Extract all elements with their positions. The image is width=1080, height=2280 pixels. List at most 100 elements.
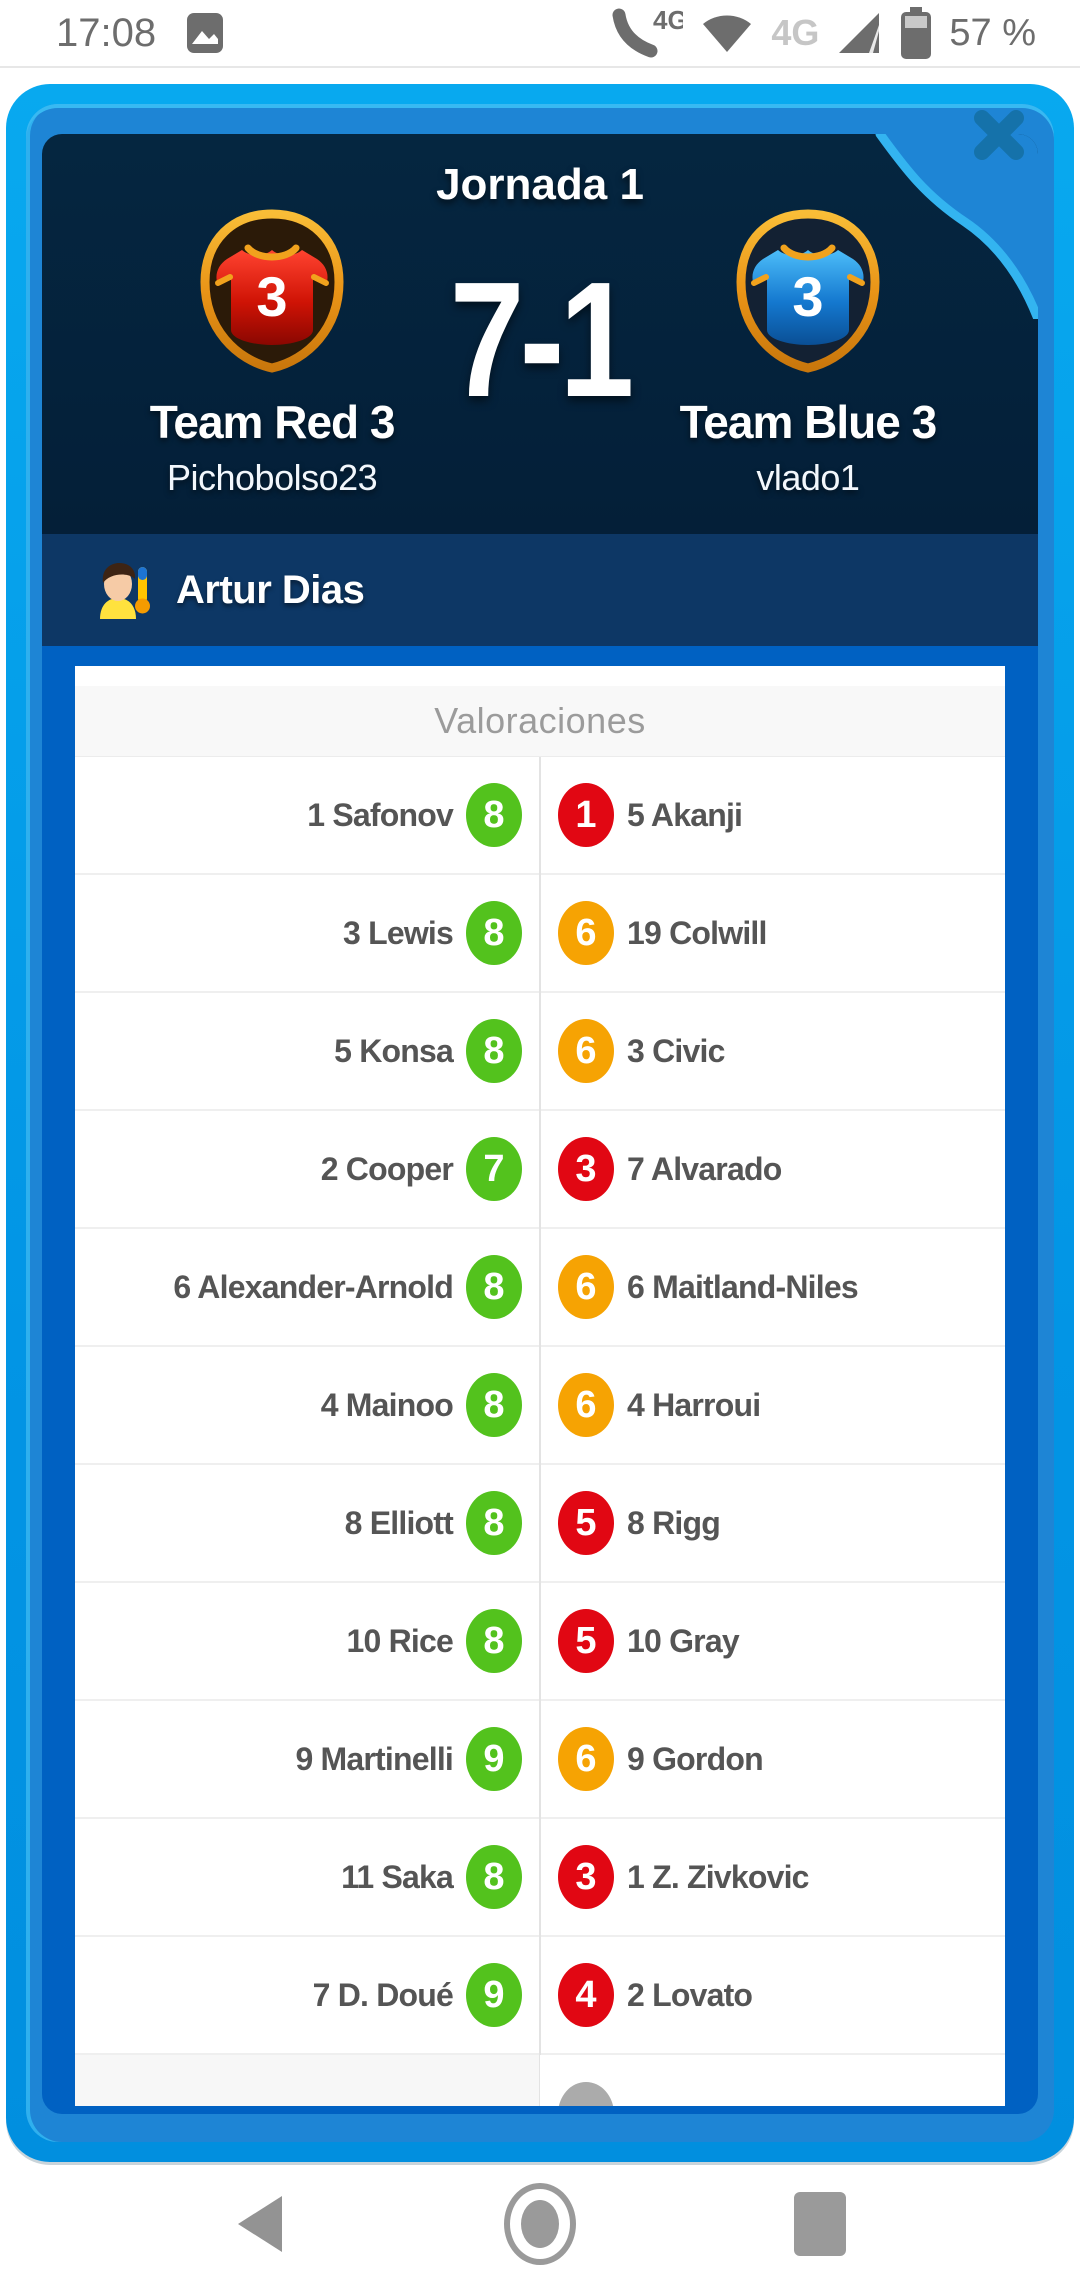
away-rating-badge: 6 [558,1727,614,1791]
home-rating-badge: 8 [466,783,522,847]
rating-row: 8 Elliott 8 5 8 Rigg [75,1465,1005,1583]
home-player-label: 6 Alexander-Arnold [173,1268,453,1305]
away-rating-badge: 4 [558,1963,614,2027]
home-player-label: 10 Rice [346,1622,454,1659]
away-rating-badge: 6 [558,1255,614,1319]
rating-row: 2 Cooper 7 3 7 Alvarado [75,1111,1005,1229]
nav-recents-button[interactable] [775,2179,865,2269]
home-player-label: 4 Mainoo [320,1386,454,1423]
home-player-cell: 5 Konsa 8 [75,993,540,1109]
away-rating-badge: 5 [558,1491,614,1555]
rating-row: 11 Saka 8 3 1 Z. Zivkovic [75,1819,1005,1937]
nav-back-button[interactable] [215,2179,305,2269]
home-player-label: 8 Elliott [344,1504,454,1541]
away-player-label: 9 Gordon [627,1740,764,1777]
away-manager-name: vlado1 [756,457,860,498]
away-player-cell: 6 19 Colwill [540,875,1005,991]
modal-frame: Jornada 1 [26,104,1054,2142]
match-result-modal: Jornada 1 [6,84,1074,2162]
away-player-label: 7 Alvarado [627,1150,782,1187]
away-rating-badge: 6 [558,1019,614,1083]
away-player-cell: 4 2 Lovato [540,1937,1005,2053]
away-rating-badge: 3 [558,1137,614,1201]
home-player-label: 5 Konsa [334,1032,454,1069]
away-player-cell: 3 1 Z. Zivkovic [540,1819,1005,1935]
away-player-cell: 6 9 Gordon [540,1701,1005,1817]
home-player-cell: 8 Elliott 8 [75,1465,540,1581]
nav-home-button[interactable] [495,2179,585,2269]
round-title: Jornada 1 [436,160,644,209]
away-player-cell: 6 6 Maitland-Niles [540,1229,1005,1345]
rating-row: 10 Rice 8 5 10 Gray [75,1583,1005,1701]
home-rating-badge: 7 [466,1137,522,1201]
away-rating-badge: 6 [558,1373,614,1437]
away-team-block: 3 Team Blue 3 vlado1 [584,208,1032,499]
home-player-cell: 9 Martinelli 9 [75,1701,540,1817]
home-player-label: 9 Martinelli [295,1740,453,1777]
away-rating-badge: 5 [558,1609,614,1673]
away-rating-badge: 1 [558,783,614,847]
away-player-label: 4 Harroui [627,1386,761,1423]
ratings-section-title: Valoraciones [75,686,1005,757]
score-display: 7-1 [450,248,635,431]
wifi-icon [703,15,752,53]
home-rating-badge: 9 [466,1963,522,2027]
home-player-cell: 2 Cooper 7 [75,1111,540,1227]
away-player-label: 5 Akanji [627,796,743,833]
home-team-name: Team Red 3 [149,396,396,448]
ratings-section: Valoraciones 1 Safonov 8 1 5 Akanji 3 Le… [42,646,1038,2114]
ratings-card: Valoraciones 1 Safonov 8 1 5 Akanji 3 Le… [75,666,1005,2106]
home-rating-badge: 9 [466,1727,522,1791]
away-player-cell: 6 4 Harroui [540,1347,1005,1463]
gallery-notification-icon [187,13,224,53]
close-button[interactable] [968,104,1030,166]
away-jersey-icon: 3 [736,209,880,373]
away-player-cell: 1 5 Akanji [540,757,1005,873]
referee-row: Artur Dias [42,534,1038,646]
home-player-label: 7 D. Doué [312,1976,454,2013]
home-player-label: 3 Lewis [342,914,454,951]
away-player-cell: 3 7 Alvarado [540,1111,1005,1227]
rating-row-partial [75,2055,1005,2106]
away-player-label: 1 Z. Zivkovic [627,1858,809,1895]
home-team-block: 3 Team Red 3 Pichobolso23 [48,208,496,499]
away-player-cell: 5 10 Gray [540,1583,1005,1699]
away-player-cell: 6 3 Civic [540,993,1005,1109]
battery-icon [901,7,932,59]
home-rating-badge: 8 [466,1845,522,1909]
android-nav-bar [0,2168,1080,2280]
home-player-cell: 6 Alexander-Arnold 8 [75,1229,540,1345]
away-player-label: 6 Maitland-Niles [627,1268,859,1305]
status-icons: 4G 4G 57 % [611,6,1036,60]
home-player-label: 1 Safonov [307,796,454,833]
svg-text:4G: 4G [653,7,683,35]
rating-row: 5 Konsa 8 6 3 Civic [75,993,1005,1111]
home-player-cell [75,2055,540,2106]
battery-percent-label: 57 % [949,11,1036,54]
home-jersey-number: 3 [257,265,288,328]
away-team-name: Team Blue 3 [679,396,938,448]
home-rating-badge: 8 [466,1609,522,1673]
call-network-icon: 4G [612,7,683,58]
home-icon [504,2183,576,2265]
recents-icon [794,2192,846,2256]
clock: 17:08 [56,10,157,55]
status-bar: 17:08 4G 4G [0,0,1080,68]
home-player-cell: 4 Mainoo 8 [75,1347,540,1463]
home-manager-name: Pichobolso23 [167,457,378,498]
home-player-cell: 7 D. Doué 9 [75,1937,540,2053]
home-player-label: 11 Saka [341,1858,454,1895]
referee-name: Artur Dias [176,567,365,612]
away-rating-badge: 3 [558,1845,614,1909]
away-player-label: 3 Civic [627,1032,725,1069]
home-player-label: 2 Cooper [320,1150,454,1187]
match-header: Jornada 1 [42,134,1038,534]
data-network-label: 4G [771,12,820,53]
away-rating-badge: 6 [558,901,614,965]
cell-signal-icon [839,13,880,53]
away-player-label: 2 Lovato [627,1976,753,2013]
referee-avatar-icon [100,563,150,619]
away-jersey-number: 3 [792,265,823,328]
rating-row: 9 Martinelli 9 6 9 Gordon [75,1701,1005,1819]
